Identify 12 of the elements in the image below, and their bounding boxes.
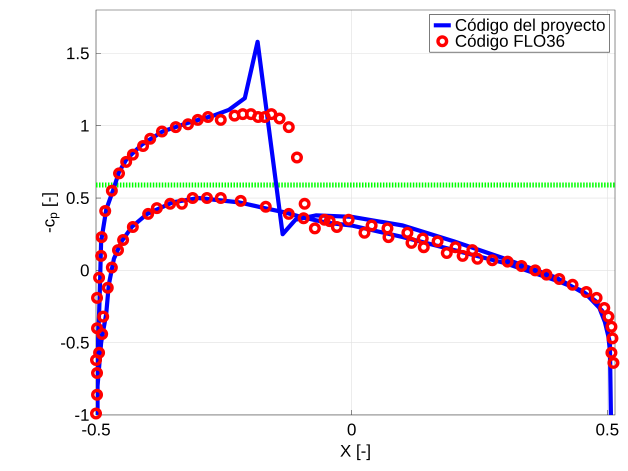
x-tick-label: 0 xyxy=(348,424,356,436)
y-tick-label: 0.5 xyxy=(66,192,89,204)
x-tick-label: 0.5 xyxy=(596,424,618,436)
legend-label: Código FLO36 xyxy=(456,34,564,50)
y-tick-label: 0 xyxy=(80,264,89,276)
y-tick-label: -1 xyxy=(75,409,89,421)
y-tick-label: 1 xyxy=(81,120,89,132)
y-tick-label: 1.5 xyxy=(67,47,89,60)
y-axis-title: -c$_{p}$ [-] xyxy=(42,193,60,232)
y-tick-label: -0.5 xyxy=(61,336,89,349)
legend-label: Código del proyecto xyxy=(456,18,605,34)
x-axis-title: X [-] xyxy=(340,444,370,460)
